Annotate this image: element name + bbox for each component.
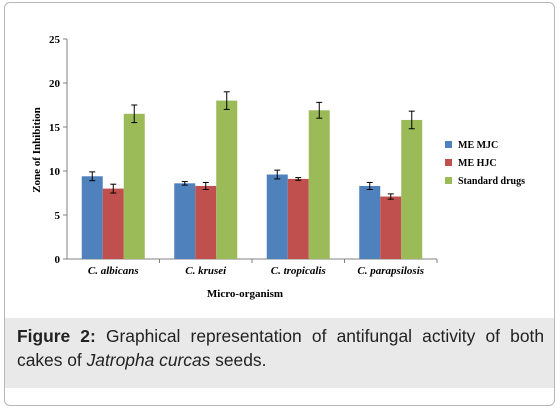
bar [359,185,381,259]
bar [308,110,330,259]
y-tick-label: 20 [49,78,61,90]
y-axis: 0 5 10 15 20 25 [49,34,68,266]
y-tick-label: 0 [55,254,61,266]
caption-species: Jatropha curcas [86,350,211,370]
legend-swatch [445,159,452,166]
x-tick-label: C. parapsilosis [357,265,424,277]
caption-label: Figure 2: [17,326,96,346]
legend-label: ME HJC [458,158,497,169]
caption-text: Figure 2: Graphical representation of an… [17,324,544,372]
caption-end: seeds. [210,350,267,370]
y-tick-label: 25 [49,34,61,46]
bar [266,174,288,259]
legend: ME MJC ME HJC Standard drugs [445,140,525,187]
bar [102,188,124,259]
x-tick-label: C. krusei [185,265,227,277]
bar [174,183,196,259]
y-tick-label: 5 [55,210,61,222]
legend-swatch [445,177,452,184]
bar [216,100,238,259]
caption-body: Graphical representation of antifungal a… [17,326,545,370]
bar [380,196,402,259]
x-axis: C. albicans C. krusei C. tropicalis C. para… [67,258,438,277]
y-tick-label: 10 [49,166,61,178]
x-tick-label: C. albicans [88,265,139,277]
bar [287,178,309,259]
bars [81,100,423,260]
x-axis-title: Micro-organism [207,288,283,300]
legend-label: ME MJC [458,140,498,151]
legend-swatch [445,141,452,148]
bar [195,185,217,259]
bar [123,113,145,259]
figure-caption: Figure 2: Graphical representation of an… [5,318,554,388]
x-tick-label: C. tropicalis [271,265,326,277]
y-axis-title: Zone of Inhibition [31,107,43,193]
error-bars [89,91,415,200]
legend-label: Standard drugs [458,176,525,187]
bar [81,176,103,259]
chart: 0 5 10 15 20 25 C. albicans C. krusei C. tropic… [31,34,525,300]
bar [401,119,423,260]
y-tick-label: 15 [49,122,61,134]
